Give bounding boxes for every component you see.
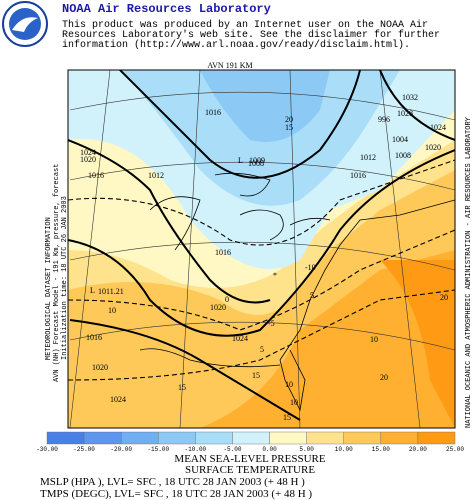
map-label: 5 [260,345,264,354]
colorbar-bin [417,431,456,445]
colorbar-tick-label: 5.00 [299,446,314,453]
colorbar-tick-label: 10.00 [335,446,353,453]
map-label: 10 [290,398,298,407]
map-label: -5 [268,319,275,328]
footer-line: MEAN SEA-LEVEL PRESSURE [174,453,325,465]
noaa-logo [2,1,48,47]
header-line: Resources Laboratory's web site. See the… [62,29,440,41]
map-label: -10 [305,263,316,272]
colorbar-bin [343,431,382,445]
colorbar-bin [46,431,85,445]
map-label: 1024 [430,123,446,132]
map-label: 15 [252,371,260,380]
footer-line: TMPS (DEGC), LVL= SFC , 18 UTC 28 JAN 20… [40,488,312,500]
map-label: 15 [285,123,293,132]
map-label: 1008 [395,151,411,160]
colorbar-tick-label: -30.00 [36,446,58,453]
map-label: 1020 [210,303,226,312]
colorbar-bin [120,431,159,445]
right-panel-text: NATIONAL OCEANIC AND ATMOSPHERIC ADMINIS… [465,116,473,428]
header-title: NOAA Air Resources Laboratory [62,2,271,16]
map-label: 1024 [232,334,248,343]
colorbar-tick-label: -20.00 [110,446,132,453]
map-label: 1009 [249,156,265,165]
map-label: 1016 [86,333,102,342]
map-label: 1016 [205,108,221,117]
colorbar-tick-label: 15.00 [372,446,390,453]
left-panel-line: Initialization time: 18 UTC 26 JAN 2003 [61,196,69,360]
map-label: 10 [108,306,116,315]
map-label: 1011.21 [98,287,124,296]
map-label: 10 [285,380,293,389]
map-label: 20 [380,373,388,382]
map-label: 1024 [80,148,96,157]
map-label: L [238,156,243,165]
header-line: information (http://www.arl.noaa.gov/rea… [62,39,410,51]
map-label: 20 [285,115,293,124]
colorbar-bin [158,431,196,445]
map-label: 1008 [248,159,264,168]
colorbar-bin [380,431,419,445]
colorbar-tick-label: -5.00 [223,446,241,453]
map-label: L [90,286,95,295]
map-label: 1016 [350,171,366,180]
colorbar-bin [306,431,344,445]
map-label: 1028 [397,109,413,118]
map-top-label: AVN 191 KM [207,61,252,70]
map-label: 1012 [148,171,164,180]
colorbar-bin [195,431,233,445]
map-label: 1032 [402,93,418,102]
colorbar-tick-label: -15.00 [147,446,169,453]
footer-line: SURFACE TEMPERATURE [185,464,315,476]
map-label: 1012 [360,153,376,162]
left-panel-line: METEOROLOGICAL DATASET INFORMATION [45,217,53,360]
header-line: This product was produced by an Internet… [62,19,428,31]
colorbar-bin [232,431,270,445]
map-label: 1020 [425,143,441,152]
map-label: 15 [178,383,186,392]
map-label: 1024 [110,395,126,404]
colorbar-bin [269,431,307,445]
map-label: 10 [370,335,378,344]
map-label: 1020 [80,155,96,164]
colorbar-tick-label: 25.00 [446,446,464,453]
map-label: 996 [378,115,390,124]
map-label: 1020 [92,363,108,372]
left-panel-line: AVN (NH) Forecast Model - 191 Km, pressu… [53,164,61,382]
colorbar-tick-label: 20.00 [409,446,427,453]
map-label: 20 [440,293,448,302]
map-label: 5 [310,291,314,300]
colorbar-tick-label: -10.00 [185,446,207,453]
map-label: 15 [283,413,291,422]
colorbar-tick-label: 0.00 [262,446,277,453]
colorbar: -30.00 -25.00 -20.00 -15.00 -10.00 -5.00 0.00 5… [36,431,464,453]
map-label: 1016 [215,248,231,257]
map-label: 1004 [392,135,408,144]
map-label: 1016 [88,171,104,180]
colorbar-tick-label: -25.00 [73,446,95,453]
map-label: * [273,271,277,280]
map-label: 0 [225,295,229,304]
colorbar-bin [83,431,122,445]
footer-line: MSLP (HPA ), LVL= SFC , 18 UTC 28 JAN 20… [40,476,305,488]
